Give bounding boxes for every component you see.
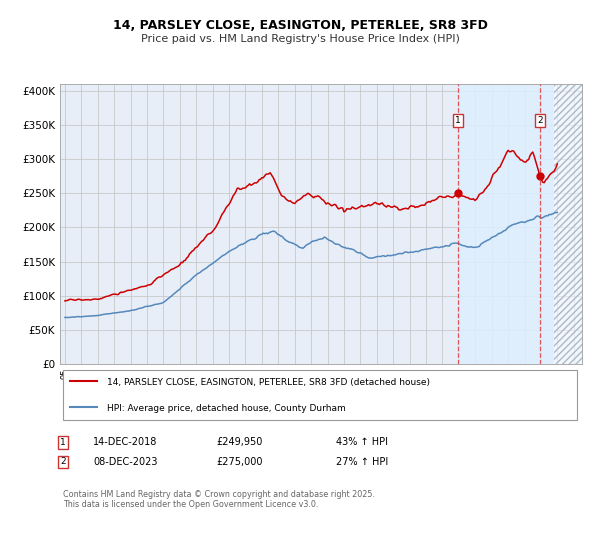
- Text: 2: 2: [60, 458, 66, 466]
- Text: HPI: Average price, detached house, County Durham: HPI: Average price, detached house, Coun…: [107, 404, 346, 413]
- Text: £249,950: £249,950: [216, 437, 262, 447]
- FancyBboxPatch shape: [62, 370, 577, 420]
- Bar: [554, 84, 582, 364]
- Text: 2: 2: [537, 116, 543, 125]
- Text: Price paid vs. HM Land Registry's House Price Index (HPI): Price paid vs. HM Land Registry's House …: [140, 34, 460, 44]
- Text: 14, PARSLEY CLOSE, EASINGTON, PETERLEE, SR8 3FD: 14, PARSLEY CLOSE, EASINGTON, PETERLEE, …: [113, 18, 487, 32]
- Text: £275,000: £275,000: [216, 457, 263, 467]
- Text: 1: 1: [455, 116, 461, 125]
- Text: 27% ↑ HPI: 27% ↑ HPI: [336, 457, 388, 467]
- Bar: [458, 84, 554, 364]
- Bar: [554, 84, 582, 364]
- Text: 14-DEC-2018: 14-DEC-2018: [93, 437, 157, 447]
- Text: 08-DEC-2023: 08-DEC-2023: [93, 457, 157, 467]
- Text: Contains HM Land Registry data © Crown copyright and database right 2025.
This d: Contains HM Land Registry data © Crown c…: [63, 490, 375, 510]
- Text: 1: 1: [60, 438, 66, 447]
- Text: 14, PARSLEY CLOSE, EASINGTON, PETERLEE, SR8 3FD (detached house): 14, PARSLEY CLOSE, EASINGTON, PETERLEE, …: [107, 378, 430, 387]
- Text: 43% ↑ HPI: 43% ↑ HPI: [336, 437, 388, 447]
